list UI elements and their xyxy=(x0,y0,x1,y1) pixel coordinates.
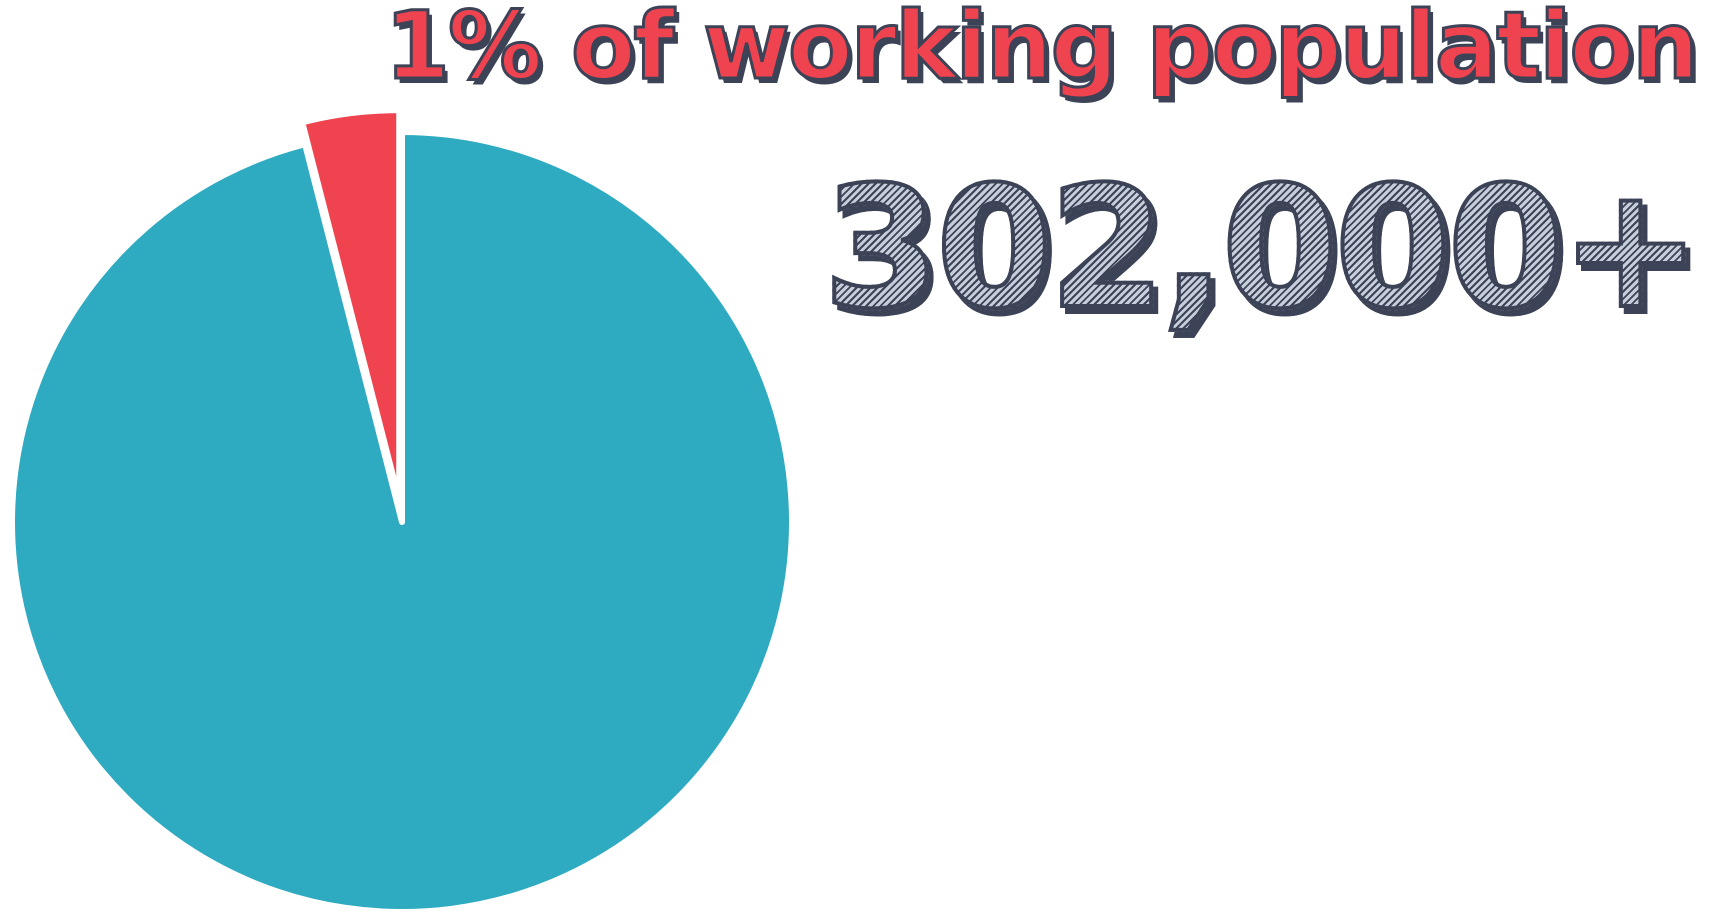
headline: 1% of working population xyxy=(383,0,1700,103)
pie-slice-0 xyxy=(9,129,795,913)
pie-slice-1 xyxy=(299,107,403,504)
pie-chart xyxy=(9,107,795,913)
population-figure: 302,000+ xyxy=(821,148,1703,348)
